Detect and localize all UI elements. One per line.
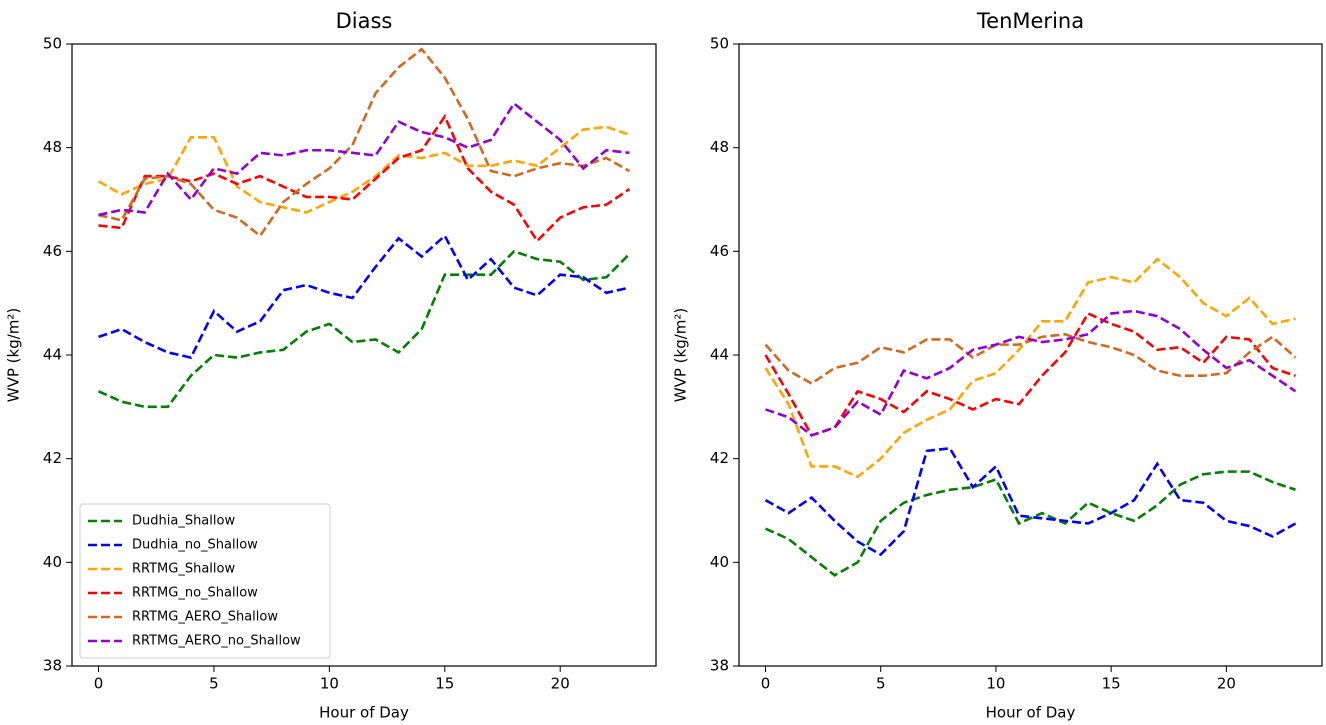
- series-line: [98, 101, 630, 217]
- x-tick-label: 15: [435, 675, 454, 693]
- series-line: [764, 470, 1296, 577]
- x-axis-label: Hour of Day: [319, 704, 409, 722]
- axes-frame: [71, 43, 657, 667]
- legend-label: Dudhia_Shallow: [132, 514, 235, 529]
- y-tick-label: 46: [43, 242, 62, 260]
- y-tick-label: 50: [710, 35, 729, 53]
- series-line: [98, 249, 631, 409]
- x-tick-label: 0: [761, 675, 771, 693]
- series-line: [764, 311, 1296, 437]
- chart-title: Diass: [336, 9, 393, 33]
- y-tick-label: 50: [43, 35, 62, 53]
- y-axis-label: WVP (kg/m²): [672, 308, 690, 403]
- y-tick-label: 38: [710, 657, 729, 675]
- series-line: [764, 257, 1296, 479]
- x-tick-label: 20: [1217, 675, 1236, 693]
- y-tick-label: 40: [43, 553, 62, 571]
- panel: Diass Hour of Day WVP (kg/m²) 38 40 42 44 46 48 5…: [5, 9, 657, 722]
- legend-label: Dudhia_no_Shallow: [132, 538, 258, 553]
- x-tick-label: 5: [876, 675, 886, 693]
- legend-label: RRTMG_AERO_Shallow: [132, 610, 278, 625]
- x-tick-label: 10: [986, 675, 1005, 693]
- y-tick-label: 48: [43, 138, 62, 156]
- x-tick-label: 10: [320, 675, 339, 693]
- x-tick-label: 20: [551, 675, 570, 693]
- x-axis-label: Hour of Day: [986, 704, 1076, 722]
- series-line: [98, 233, 630, 360]
- y-tick-label: 38: [43, 657, 62, 675]
- series-line: [765, 309, 1297, 437]
- y-tick-label: 44: [43, 346, 62, 364]
- series-line: [98, 47, 631, 238]
- y-tick-label: 40: [710, 553, 729, 571]
- y-tick-label: 48: [710, 138, 729, 156]
- chart-title: TenMerina: [976, 9, 1084, 33]
- series-line: [98, 113, 631, 244]
- x-tick-label: 15: [1102, 675, 1121, 693]
- legend-label: RRTMG_Shallow: [132, 562, 235, 577]
- legend-label: RRTMG_AERO_no_Shallow: [132, 634, 301, 649]
- y-tick-label: 46: [710, 242, 729, 260]
- y-tick-label: 44: [710, 346, 729, 364]
- legend-box: [79, 503, 331, 659]
- x-tick-label: 0: [94, 675, 104, 693]
- y-axis-label: WVP (kg/m²): [5, 308, 23, 403]
- legend-label: RRTMG_no_Shallow: [132, 586, 258, 601]
- series-line: [764, 446, 1297, 557]
- axes-frame: [738, 43, 1323, 667]
- y-tick-label: 42: [710, 449, 729, 467]
- series-line: [97, 125, 630, 214]
- y-tick-label: 42: [43, 449, 62, 467]
- panel: TenMerina Hour of Day WVP (kg/m²) 38 40 42 44 4…: [672, 9, 1323, 722]
- x-tick-label: 5: [209, 675, 219, 693]
